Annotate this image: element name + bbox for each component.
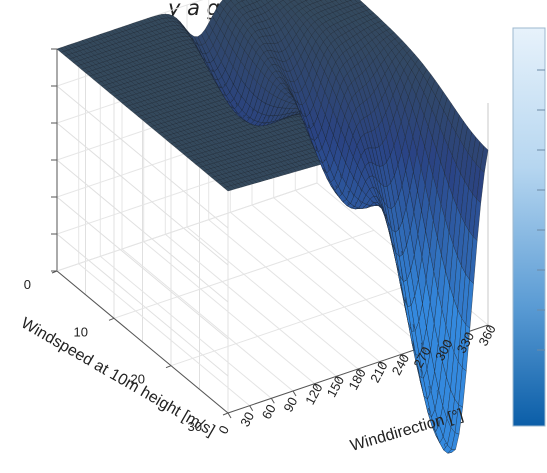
- x-tick-mark: [400, 354, 405, 360]
- floor-grid-line: [56, 182, 318, 272]
- y-tick-mark: [108, 317, 115, 321]
- surface-cell: [480, 145, 489, 173]
- x-tick-label: 30: [237, 409, 257, 429]
- y-tick-mark: [51, 270, 58, 274]
- wall-grid-line: [56, 196, 229, 340]
- x-tick-label: 120: [302, 381, 325, 407]
- y-axis-ticks: 0 10 20 30: [24, 270, 229, 434]
- y-tick-label: 20: [131, 372, 145, 387]
- y-tick-label: 0: [24, 277, 31, 292]
- surface-mesh: [56, 0, 489, 454]
- floor-grid-line: [113, 229, 375, 319]
- x-tick-mark: [227, 412, 232, 419]
- x-tick-mark: [335, 376, 340, 382]
- x-tick-mark: [270, 398, 275, 404]
- x-tick-mark: [292, 390, 297, 397]
- y-axis-line: [56, 270, 229, 414]
- floor-grid-line: [121, 248, 294, 392]
- x-tick-label: 60: [259, 402, 279, 422]
- wall-grid-line: [56, 159, 229, 303]
- x-tick-label: 180: [345, 366, 368, 392]
- x-tick-label: 150: [324, 374, 347, 400]
- x-tick-label: 210: [367, 359, 390, 385]
- x-tick-mark: [379, 361, 384, 367]
- x-tick-mark: [487, 324, 492, 331]
- floor-grid-line: [170, 277, 432, 367]
- colorbar-ticks: [537, 69, 545, 351]
- y-tick-mark: [165, 365, 172, 369]
- floor-grid-line: [229, 211, 402, 355]
- x-tick-label: 90: [280, 395, 300, 415]
- y-tick-mark: [222, 412, 229, 416]
- x-tick-label: 240: [389, 352, 412, 378]
- x-tick-mark: [444, 339, 449, 345]
- wall-grid-line: [56, 85, 229, 229]
- x-tick-mark: [422, 346, 427, 353]
- colorbar: [512, 27, 546, 427]
- x-tick-label: 0: [215, 423, 232, 436]
- floor-grid-line: [78, 263, 251, 407]
- wall-grid-line: [56, 122, 229, 266]
- x-tick-mark: [249, 405, 254, 411]
- chart-title-fragment: y a g: [167, 0, 220, 20]
- y-axis-label: Windspeed at 10m height [m/s]: [18, 315, 218, 440]
- floor-grid-line: [251, 204, 424, 348]
- floor-grid-line: [143, 241, 316, 385]
- x-tick-mark: [314, 383, 319, 389]
- floor-grid-line: [164, 233, 337, 377]
- floor-grid-line: [99, 255, 272, 399]
- y-tick-label: 10: [74, 324, 88, 339]
- floor-grid-line: [208, 219, 381, 363]
- wall-grid-line: [56, 233, 229, 377]
- y-tick-label: 30: [188, 419, 202, 434]
- floor-grid-line: [186, 226, 359, 370]
- x-tick-label: 360: [475, 322, 498, 348]
- x-tick-mark: [357, 368, 362, 375]
- x-tick-mark: [465, 332, 470, 338]
